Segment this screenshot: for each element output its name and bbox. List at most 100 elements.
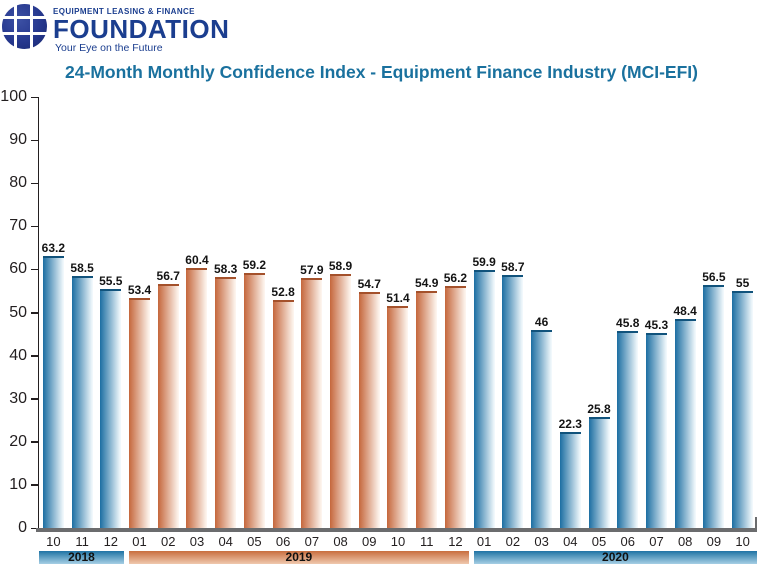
bar-value-label: 60.4 — [185, 252, 209, 267]
bar-2020-06: 45.8 — [616, 316, 639, 528]
bar-value-label: 56.5 — [702, 269, 726, 284]
months-row: 10 11 12 01 02 03 04 05 06 07 08 09 10 11 12 01 02 03 04 05… — [39, 534, 757, 549]
bar-2019-02: 56.7 — [157, 269, 180, 528]
year-bands-row: 2018 2019 2020 — [39, 551, 757, 564]
year-band-2020: 2020 — [473, 550, 757, 564]
month-label: 10 — [46, 534, 61, 549]
y-axis-label: 0 — [18, 519, 27, 536]
bar-slot: 46 — [527, 97, 556, 528]
bar-2020-03: 46 — [531, 315, 553, 528]
x-axis-line — [36, 528, 757, 532]
bar-2020-04: 22.3 — [559, 417, 582, 528]
month-label: 02 — [161, 534, 176, 549]
month-label: 02 — [505, 534, 521, 549]
bar-2020-08: 48.4 — [673, 304, 697, 528]
y-axis-tick — [31, 182, 38, 185]
bar-slot: 58.7 — [499, 97, 528, 528]
month-label: 05 — [247, 534, 262, 549]
y-axis-label: 40 — [9, 346, 27, 364]
y-axis-label: 20 — [9, 432, 27, 450]
bar-value-label: 48.4 — [673, 304, 697, 319]
bar-slot: 54.7 — [355, 97, 384, 528]
month-label: 10 — [735, 534, 750, 549]
year-band-label: 2019 — [285, 550, 313, 564]
y-axis-label: 10 — [9, 475, 27, 493]
month-label: 07 — [649, 534, 664, 549]
month-label: 08 — [333, 534, 348, 549]
bar-2019-08: 58.9 — [329, 259, 352, 528]
bar-slot: 55.5 — [96, 97, 125, 528]
month-label: 10 — [390, 534, 406, 549]
bar-2018-11: 58.5 — [70, 261, 94, 528]
bar-value-label: 57.9 — [300, 263, 324, 278]
month-label: 09 — [706, 534, 722, 549]
month-label: 09 — [362, 534, 377, 549]
bar-2020-09: 56.5 — [702, 270, 726, 528]
bar-2019-01: 53.4 — [128, 283, 151, 528]
month-label: 01 — [476, 534, 492, 549]
month-label: 03 — [534, 534, 549, 549]
bar-slot: 55 — [728, 97, 757, 528]
bar-2018-12: 55.5 — [99, 274, 122, 528]
bar-value-label: 55 — [735, 275, 750, 290]
bar-value-label: 45.8 — [616, 315, 640, 330]
month-label: 03 — [189, 534, 205, 549]
y-axis-tick — [31, 225, 38, 228]
logo-text: EQUIPMENT LEASING & FINANCE FOUNDATION Y… — [53, 4, 229, 54]
month-label: 06 — [620, 534, 635, 549]
year-band-2018: 2018 — [39, 551, 124, 564]
bar-slot: 58.9 — [326, 97, 355, 528]
y-axis-label: 30 — [9, 389, 27, 407]
bar-value-label: 56.2 — [443, 270, 468, 285]
segmented-globe-icon — [2, 4, 47, 49]
x-axis-end-tick — [755, 517, 757, 528]
bar-2019-10: 51.4 — [386, 291, 410, 528]
bar-slot: 59.9 — [470, 97, 499, 528]
bar-2019-12: 56.2 — [444, 271, 467, 528]
bar-2018-10: 63.2 — [42, 241, 65, 528]
bar-slot: 59.2 — [240, 97, 269, 528]
y-axis-tick — [31, 441, 38, 443]
logo-tagline: Your Eye on the Future — [55, 42, 163, 54]
bar-2020-05: 25.8 — [587, 402, 611, 528]
bar-2019-04: 58.3 — [214, 262, 237, 528]
bar-2020-02: 58.7 — [501, 260, 525, 528]
bar-value-label: 53.4 — [127, 282, 152, 297]
elff-logo: EQUIPMENT LEASING & FINANCE FOUNDATION Y… — [2, 4, 229, 54]
y-axis-tick — [31, 312, 38, 314]
bar-slot: 58.5 — [68, 97, 97, 528]
y-axis-label: 80 — [9, 174, 27, 192]
bar-value-label: 58.9 — [328, 259, 353, 274]
bar-value-label: 58.5 — [70, 260, 94, 275]
month-label: 11 — [419, 534, 434, 549]
month-label: 07 — [304, 534, 320, 549]
bar-slot: 56.7 — [154, 97, 183, 528]
bar-2019-11: 54.9 — [415, 276, 438, 528]
bar-2019-03: 60.4 — [185, 253, 209, 528]
month-label: 12 — [448, 534, 463, 549]
y-axis-label: 70 — [9, 217, 27, 235]
y-axis-tick — [31, 96, 38, 98]
year-band-label: 2020 — [602, 550, 629, 564]
plot-area: 63.2 58.5 55.5 53.4 56.7 60.4 58.3 59.2 52.8 57.9… — [36, 97, 757, 564]
bar-value-label: 56.7 — [156, 268, 180, 283]
bar-2020-07: 45.3 — [645, 318, 668, 528]
y-axis-label: 100 — [0, 88, 27, 105]
bar-slot: 51.4 — [384, 97, 413, 528]
bar-value-label: 55.5 — [99, 273, 123, 288]
bar-value-label: 45.3 — [644, 317, 669, 332]
bar-value-label: 59.9 — [472, 254, 496, 269]
bar-value-label: 52.8 — [271, 285, 295, 300]
bar-value-label: 63.2 — [41, 240, 66, 255]
chart-title: 24-Month Monthly Confidence Index - Equi… — [65, 62, 698, 82]
bar-slot: 63.2 — [39, 97, 68, 528]
bar-value-label: 54.7 — [357, 277, 381, 292]
y-axis: 0 10 20 30 40 50 60 70 80 90 100 — [0, 88, 38, 536]
bar-slot: 45.3 — [642, 97, 671, 528]
y-axis-tick — [31, 527, 38, 529]
bar-value-label: 25.8 — [587, 401, 611, 416]
bar-slot: 57.9 — [297, 97, 326, 528]
bar-slot: 58.3 — [211, 97, 240, 528]
bars-row: 63.2 58.5 55.5 53.4 56.7 60.4 58.3 59.2 52.8 57.9… — [39, 97, 757, 528]
